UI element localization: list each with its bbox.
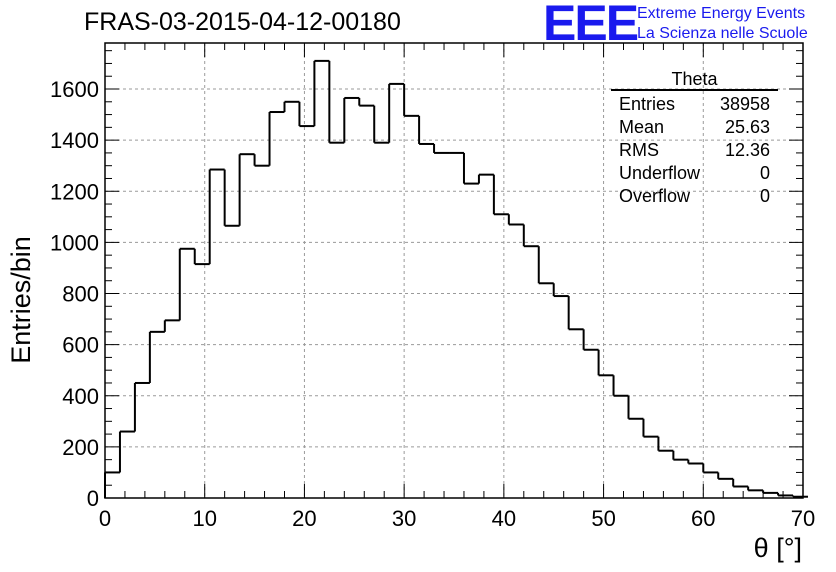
y-tick-label: 1400 [50,128,99,153]
y-axis-label: Entries/bin [6,236,36,364]
x-tick-label: 40 [492,506,516,531]
x-tick-label: 10 [192,506,216,531]
stats-value: 12.36 [724,140,770,160]
x-tick-label: 0 [99,506,111,531]
stats-row-underflow: Underflow 0 [611,162,778,185]
chart-title: FRAS-03-2015-04-12-00180 [84,8,401,36]
y-tick-label: 1600 [50,77,99,102]
y-tick-label: 1200 [50,179,99,204]
x-tick-label: 60 [691,506,715,531]
y-tick-label: 1000 [50,230,99,255]
stats-title: Theta [611,70,778,91]
stats-box: Theta Entries 38958 Mean 25.63 RMS 12.36… [611,70,778,208]
y-tick-label: 800 [62,282,99,307]
stats-label: Underflow [619,163,701,183]
logo-caption-line2: La Scienza nelle Scuole [637,25,808,42]
x-tick-label: 20 [292,506,316,531]
logo-caption-line1: Extreme Energy Events [637,5,806,22]
y-tick-label: 400 [62,384,99,409]
x-axis-label: θ [°] [753,533,802,563]
stats-label: Mean [619,117,665,137]
x-tick-label: 70 [791,506,815,531]
y-tick-label: 600 [62,333,99,358]
stats-row-mean: Mean 25.63 [611,116,778,139]
stats-label: Overflow [619,186,691,206]
stats-row-rms: RMS 12.36 [611,139,778,162]
stats-value: 0 [759,163,770,183]
stats-value: 0 [759,186,770,206]
stats-row-entries: Entries 38958 [611,93,778,116]
stats-value: 38958 [719,94,770,114]
stats-value: 25.63 [724,117,770,137]
plot-frame [104,42,804,499]
stats-label: RMS [619,140,659,160]
stats-row-overflow: Overflow 0 [611,185,778,208]
y-tick-label: 0 [87,486,99,511]
y-tick-label: 200 [62,435,99,460]
stats-label: Entries [619,94,676,114]
x-tick-label: 50 [591,506,615,531]
eee-logo: EEE [543,0,639,51]
x-tick-label: 30 [392,506,416,531]
